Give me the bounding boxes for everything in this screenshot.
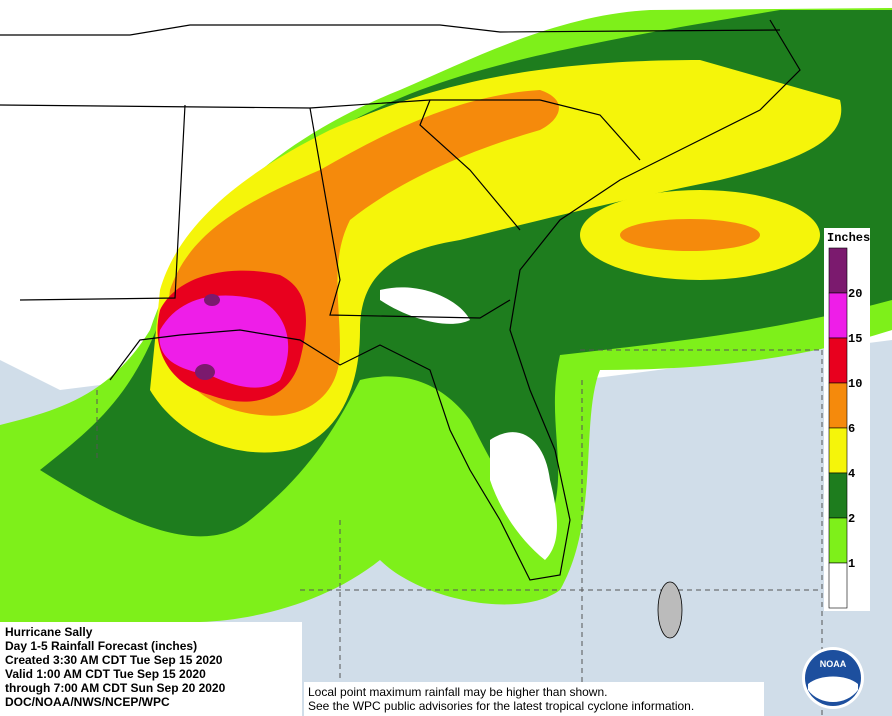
note: Local point maximum rainfall may be high… [308,685,607,699]
legend-swatch [828,247,848,294]
title-line: through 7:00 AM CDT Sun Sep 20 2020 [5,681,226,695]
legend-title: Inches [827,231,870,245]
legend-label: 20 [848,287,862,301]
florida-no-rain [490,432,557,560]
legend-swatch [828,562,848,609]
notes-box [304,682,764,716]
notes: Local point maximum rainfall may be high… [308,685,694,713]
legend-swatch [828,427,848,474]
title-line: Valid 1:00 AM CDT Tue Sep 15 2020 [5,667,206,681]
rain-20 [195,364,215,380]
no-rain [380,287,470,324]
legend-swatch [828,382,848,429]
legend-label: 15 [848,332,862,346]
title-line: Hurricane Sally [5,625,93,639]
legend-label: 6 [848,422,855,436]
logo-text: NOAA [820,659,847,669]
title-line: Created 3:30 AM CDT Tue Sep 15 2020 [5,653,223,667]
title-line: DOC/NOAA/NWS/NCEP/WPC [5,695,170,709]
legend-swatch [828,472,848,519]
borders [0,19,801,581]
legend-label: 4 [848,467,855,481]
grid [96,349,823,716]
legend-label: 2 [848,512,855,526]
rain-6-10 [620,219,760,251]
rain-20 [204,294,220,306]
title-line: Day 1-5 Rainfall Forecast (inches) [5,639,197,653]
legend-label: 10 [848,377,862,391]
title-box [0,622,302,716]
island [657,581,683,639]
legend-label: 1 [848,557,855,571]
logo-wave [808,676,858,702]
legend-swatch [828,517,848,564]
legend-swatch [828,337,848,384]
legend-swatch [828,292,848,339]
rain-15-20 [159,295,289,388]
legend: 20 15 10 6 4 2 1 [828,247,862,609]
note: See the WPC public advisories for the la… [308,699,694,713]
